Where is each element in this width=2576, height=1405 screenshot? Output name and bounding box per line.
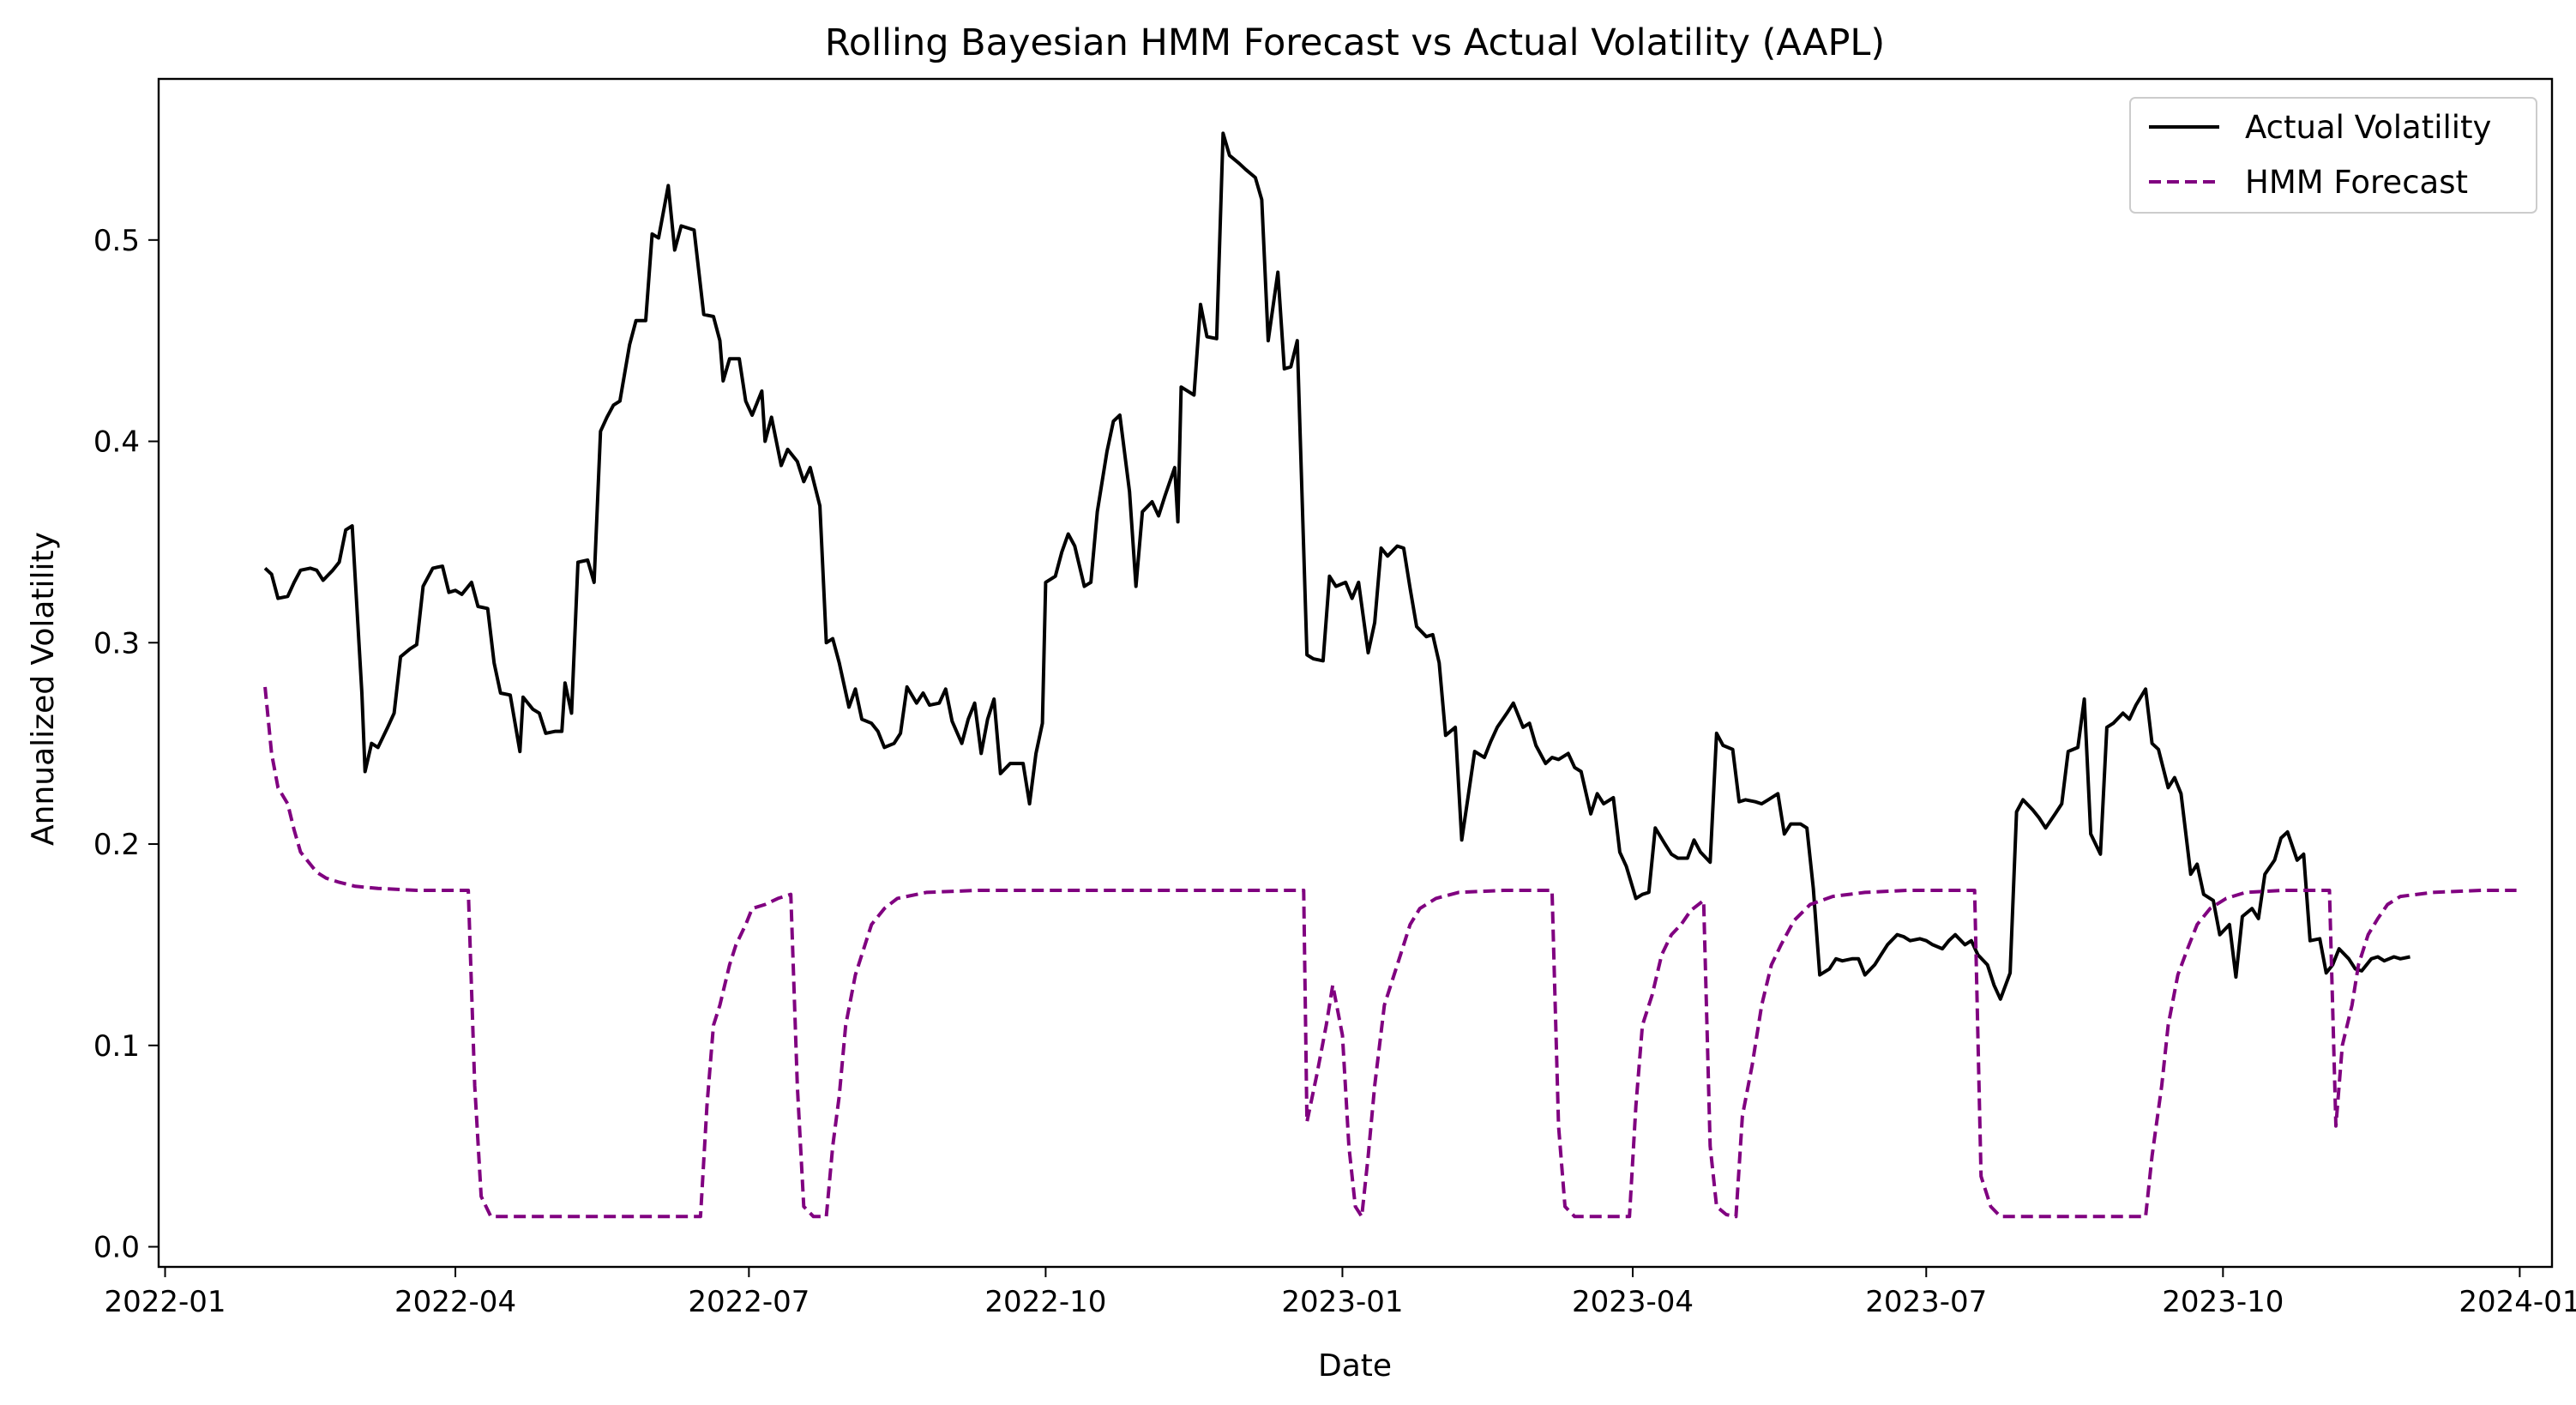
x-axis-label: Date <box>1318 1348 1392 1384</box>
series-line-hmm-forecast <box>263 686 2517 1219</box>
plot-area: 2022-01 2022-04 2022-07 2022-10 2023-01 2023-… <box>93 77 2576 1319</box>
x-axis-ticks: 2022-01 2022-04 2022-07 2022-10 2023-01 2023-… <box>104 1267 2576 1319</box>
legend-box <box>2129 97 2537 214</box>
y-axis-label: Annualized Volatility <box>26 532 61 846</box>
y-tick-label: 0.3 <box>93 626 140 660</box>
x-tick-label: 2023-07 <box>1865 1285 1987 1319</box>
y-tick-label: 0.5 <box>93 224 140 258</box>
plot-frame <box>157 77 2554 1269</box>
x-tick-label: 2022-10 <box>984 1285 1106 1319</box>
legend-label-hmm-forecast: HMM Forecast <box>2245 164 2468 201</box>
y-tick-label: 0.1 <box>93 1029 140 1064</box>
y-tick-label: 0.4 <box>93 425 140 460</box>
x-tick-label: 2022-04 <box>394 1285 516 1319</box>
legend: Actual Volatility HMM Forecast <box>2129 97 2537 214</box>
series-line-actual-volatility <box>263 131 2410 1001</box>
chart-title: Rolling Bayesian HMM Forecast vs Actual … <box>825 21 1885 64</box>
y-tick-label: 0.2 <box>93 828 140 862</box>
x-tick-label: 2022-01 <box>104 1285 226 1319</box>
y-tick-label: 0.0 <box>93 1231 140 1265</box>
y-axis-ticks: 0.0 0.1 0.2 0.3 0.4 0.5 <box>93 224 159 1265</box>
series-layer <box>263 131 2517 1219</box>
x-tick-label: 2023-01 <box>1281 1285 1403 1319</box>
x-tick-label: 2024-01 <box>2459 1285 2576 1319</box>
x-tick-label: 2022-07 <box>688 1285 810 1319</box>
x-tick-label: 2023-10 <box>2162 1285 2284 1319</box>
x-tick-label: 2023-04 <box>1572 1285 1694 1319</box>
legend-label-actual-volatility: Actual Volatility <box>2245 109 2491 146</box>
